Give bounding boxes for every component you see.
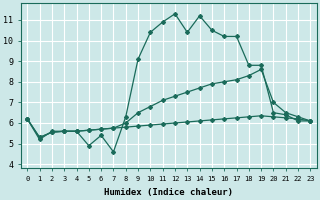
X-axis label: Humidex (Indice chaleur): Humidex (Indice chaleur) [104,188,233,197]
